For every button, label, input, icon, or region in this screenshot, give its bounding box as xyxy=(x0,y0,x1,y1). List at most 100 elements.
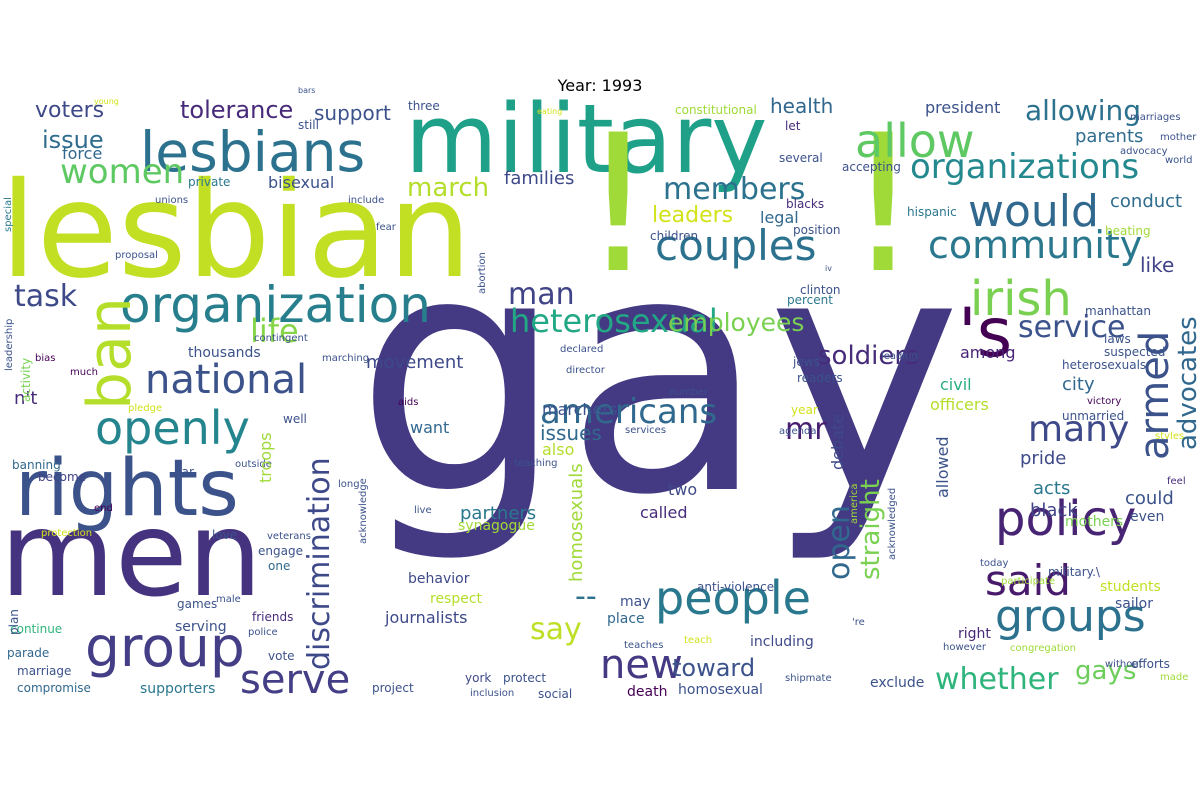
word: plan xyxy=(7,609,21,635)
word: advocates xyxy=(1173,316,1200,450)
word: laws xyxy=(1104,332,1131,346)
word: special xyxy=(3,197,14,232)
word: among xyxy=(960,343,1016,362)
word: conduct xyxy=(1110,191,1183,212)
word: fear xyxy=(376,222,396,233)
word: americans xyxy=(540,392,718,432)
word: games xyxy=(177,597,218,611)
word: accepting xyxy=(842,160,901,174)
word: one xyxy=(268,559,291,573)
word: say xyxy=(530,612,582,647)
word: leaders xyxy=(652,203,734,228)
word: marching xyxy=(322,353,370,364)
word: social xyxy=(538,687,573,701)
word: ! xyxy=(580,94,657,315)
word: participate xyxy=(1001,576,1056,587)
word: outside xyxy=(235,459,272,470)
word: banning xyxy=(12,458,61,472)
word: friends xyxy=(252,610,294,624)
word: partners xyxy=(460,503,537,524)
word: bars xyxy=(298,86,316,95)
word: tolerance xyxy=(180,96,294,124)
word: homosexuals xyxy=(566,463,587,582)
word: toward xyxy=(672,654,756,682)
word: want xyxy=(410,418,450,437)
word: called xyxy=(640,503,688,522)
word: ban xyxy=(75,297,145,410)
word: include xyxy=(348,195,385,206)
word: officers xyxy=(930,395,989,414)
word: director xyxy=(566,365,605,376)
word: serve xyxy=(240,657,351,703)
word: gay xyxy=(355,183,962,567)
word: policy xyxy=(995,491,1137,547)
word: lesbian xyxy=(0,154,472,308)
word: live xyxy=(414,505,432,516)
word: -- xyxy=(575,579,597,614)
word: efforts xyxy=(1131,657,1170,671)
word: parade xyxy=(7,646,50,660)
word: including xyxy=(750,634,814,650)
word: heterosexuals xyxy=(1062,358,1147,372)
word: services xyxy=(625,425,667,436)
word: bisexual xyxy=(268,173,335,192)
word: supporters xyxy=(140,681,216,697)
word: mother xyxy=(1160,132,1197,143)
word: long xyxy=(338,479,360,490)
word: engage xyxy=(258,544,303,558)
word: city xyxy=(1062,374,1095,395)
word: women xyxy=(60,152,185,192)
word: health xyxy=(770,94,834,118)
word: children xyxy=(650,229,699,243)
word: students xyxy=(1100,579,1161,595)
word: couples xyxy=(655,221,817,270)
word: parents xyxy=(1075,126,1144,147)
word: allowing xyxy=(1025,94,1142,127)
word: police xyxy=(248,627,278,638)
word: many xyxy=(1028,409,1130,450)
word: number xyxy=(669,387,709,398)
word: behavior xyxy=(408,571,470,587)
word: group xyxy=(85,615,245,679)
word: let xyxy=(785,119,801,133)
word: world xyxy=(1165,155,1193,166)
word: president xyxy=(925,98,1001,117)
word: end xyxy=(94,503,113,514)
word: sailor xyxy=(1115,596,1153,612)
word: serving xyxy=(175,619,227,635)
word: year xyxy=(791,403,818,417)
word: jews xyxy=(793,355,820,369)
word: declared xyxy=(560,344,604,355)
word: death xyxy=(627,684,668,700)
word: ! xyxy=(845,94,922,315)
word: continue xyxy=(10,622,63,636)
word: military xyxy=(405,85,768,195)
word: eating xyxy=(537,107,563,116)
word: force xyxy=(62,144,103,163)
word: leadership xyxy=(4,318,15,371)
word: much xyxy=(70,367,98,378)
word: become xyxy=(38,470,87,484)
word: protection xyxy=(41,528,93,539)
word: organizations xyxy=(910,147,1140,187)
word: national xyxy=(145,357,308,403)
word: york xyxy=(465,671,492,685)
word: compromise xyxy=(17,681,91,695)
word: manhattan xyxy=(1085,304,1151,318)
word: respect xyxy=(430,591,483,607)
word: lesbians xyxy=(140,120,366,184)
word: protect xyxy=(503,671,547,685)
word: love xyxy=(212,528,238,542)
word: agenda xyxy=(779,426,817,437)
word: proposal xyxy=(115,250,158,261)
word: acknowledged xyxy=(887,487,898,560)
word: hispanic xyxy=(907,205,957,219)
word: two xyxy=(668,480,698,499)
word: marriages xyxy=(1130,112,1181,123)
word: three xyxy=(408,99,440,113)
word: young xyxy=(94,97,119,106)
word: constitutional xyxy=(675,103,757,117)
word: 's xyxy=(958,294,1013,373)
word: unmarried xyxy=(1062,409,1125,423)
